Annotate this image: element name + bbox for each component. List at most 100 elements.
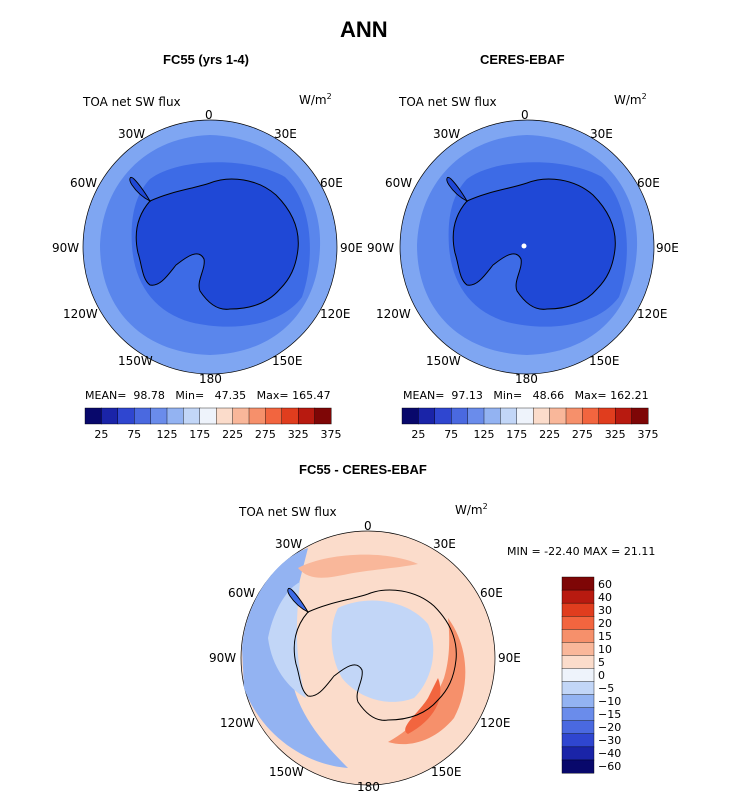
- diff-colorbar-cell: [561, 746, 595, 761]
- panel-2-lon-30W: 30W: [433, 127, 461, 141]
- panel-1-colorbar-tick-label: 275: [254, 428, 276, 441]
- diff-colorbar-tick-label: 0: [598, 669, 605, 682]
- panel-1-stats: MEAN= 98.78 Min= 47.35 Max= 165.47: [85, 389, 331, 402]
- diff-north-pos: [298, 554, 418, 578]
- panel-1-colorbar-cell: [150, 407, 168, 425]
- panel-2-lon-30E: 30E: [590, 127, 613, 141]
- diff-east-pos2: [405, 678, 441, 734]
- diff-interior-neg: [331, 600, 434, 702]
- diff-colorbar-cell: [561, 589, 595, 604]
- diff-colorbar-ticks: 60 40 30 20 15 10 5 0 −5 −10 −15 −20 −30 −40 −60: [598, 577, 638, 774]
- peninsula: [446, 176, 469, 203]
- panel-2-lon-60W: 60W: [385, 176, 413, 190]
- panel-1-colorbar-tick-label: 125: [156, 428, 178, 441]
- pole-dot: [521, 243, 527, 249]
- panel-2-colorbar-tick-label: 175: [506, 428, 528, 441]
- panel-2-lon-180: 180: [515, 372, 538, 386]
- diff-colorbar-cell: [561, 642, 595, 656]
- panel-1-colorbar-tick-label: 175: [189, 428, 211, 441]
- diff-lon-0: 0: [364, 519, 372, 533]
- diff-colorbar-tick-label: 5: [598, 655, 605, 669]
- panel-2-colorbar-cell: [565, 407, 583, 425]
- diff-lon-30W: 30W: [275, 537, 303, 551]
- panel-1-lon-60W: 60W: [70, 176, 98, 190]
- diff-lon-30E: 30E: [433, 537, 456, 551]
- diff-colorbar-tick-label: −10: [598, 695, 622, 709]
- diff-panel-title: FC55 - CERES-EBAF: [299, 462, 427, 477]
- antarctica-shape: [293, 589, 457, 721]
- diff-map: [240, 530, 496, 786]
- panel-2-colorbar-tick-label: 225: [539, 428, 561, 441]
- panel-1-colorbar-cell: [183, 407, 201, 425]
- panel-1-lon-30E: 30E: [274, 127, 297, 141]
- antarctica-shape: [452, 178, 616, 310]
- diff-colorbar-tick-label: −60: [598, 760, 622, 774]
- diff-colorbar-cell: [561, 694, 595, 709]
- panel-2-lon-120W: 120W: [376, 307, 411, 321]
- diff-colorbar-tick-label: −20: [598, 721, 622, 735]
- panel-1-lon-90W: 90W: [52, 241, 80, 255]
- panel-2-colorbar-cell: [467, 407, 485, 425]
- panel-2-colorbar-cell: [582, 407, 600, 425]
- panel-1-lon-120E: 120E: [320, 307, 351, 321]
- antarctica-shape: [135, 178, 299, 310]
- panel-1-colorbar-cell: [215, 407, 234, 425]
- diff-panel-minmax: MIN = -22.40 MAX = 21.11: [507, 545, 656, 558]
- panel-2-lon-150W: 150W: [426, 354, 461, 368]
- diff-panel-variable: TOA net SW flux: [239, 505, 337, 519]
- diff-colorbar-cell: [561, 681, 595, 696]
- panel-1-lon-90E: 90E: [340, 241, 363, 255]
- page-title: ANN: [340, 17, 388, 42]
- diff-colorbar-cell: [561, 720, 595, 735]
- panel-1-title: FC55 (yrs 1-4): [163, 52, 249, 67]
- panel-1-lon-180: 180: [199, 372, 222, 386]
- panel-2-colorbar-ticks: 25 75 125 175 225 275 325 375: [402, 428, 658, 442]
- diff-colorbar-tick-label: 20: [598, 616, 612, 630]
- panel-2-colorbar-cell: [500, 407, 518, 425]
- peninsula: [129, 176, 152, 203]
- diff-colorbar-cell: [561, 759, 595, 774]
- panel-2-colorbar-cell: [401, 407, 419, 425]
- diff-colorbar-cell: [561, 576, 595, 591]
- panel-1-colorbar-cell: [117, 407, 135, 425]
- panel-2-title: CERES-EBAF: [480, 52, 565, 67]
- diff-lon-120E: 120E: [480, 716, 511, 730]
- panel-2-stats: MEAN= 97.13 Min= 48.66 Max= 162.21: [403, 389, 649, 402]
- panel-2-lon-120E: 120E: [637, 307, 668, 321]
- panel-2-colorbar-cell: [418, 407, 436, 425]
- panel-1-colorbar: [84, 407, 332, 425]
- diff-colorbar-cell: [561, 616, 595, 630]
- panel-2-colorbar-tick-label: 75: [444, 428, 459, 441]
- panel-2-lon-0: 0: [521, 108, 529, 122]
- diff-colorbar-tick-label: 30: [598, 603, 612, 617]
- panel-1-lon-0: 0: [205, 108, 213, 122]
- diff-lon-90W: 90W: [209, 651, 237, 665]
- diff-colorbar-cell: [561, 629, 595, 643]
- diff-colorbar: [561, 576, 595, 774]
- diff-colorbar-cell: [561, 668, 595, 683]
- panel-2-colorbar-cell: [434, 407, 452, 425]
- panel-2-lon-90E: 90E: [656, 241, 679, 255]
- panel-1-colorbar-tick-label: 325: [287, 428, 309, 441]
- diff-lon-150W: 150W: [269, 765, 304, 779]
- diff-panel-units: W/m2: [455, 502, 488, 517]
- panel-2-colorbar-cell: [516, 407, 534, 425]
- panel-2-colorbar-tick-label: 375: [637, 428, 659, 441]
- panel-1-colorbar-cell: [84, 407, 102, 425]
- panel-1-colorbar-tick-label: 75: [127, 428, 142, 441]
- diff-lon-120W: 120W: [220, 716, 255, 730]
- diff-west-neg2: [268, 582, 306, 698]
- diff-colorbar-tick-label: 10: [598, 642, 612, 656]
- diff-colorbar-cell: [561, 602, 595, 617]
- panel-1-lon-150W: 150W: [118, 354, 153, 368]
- diff-lon-150E: 150E: [431, 765, 462, 779]
- panel-2-lon-90W: 90W: [367, 241, 395, 255]
- panel-2-variable: TOA net SW flux: [399, 95, 497, 109]
- diff-colorbar-tick-label: −30: [598, 734, 622, 748]
- panel-1-lon-120W: 120W: [63, 307, 98, 321]
- diff-colorbar-tick-label: 60: [598, 577, 612, 591]
- panel-2-colorbar-tick-label: 325: [604, 428, 626, 441]
- panel-1-colorbar-cell: [101, 407, 119, 425]
- panel-2-colorbar-cell: [483, 407, 501, 425]
- panel-1-colorbar-cell: [134, 407, 152, 425]
